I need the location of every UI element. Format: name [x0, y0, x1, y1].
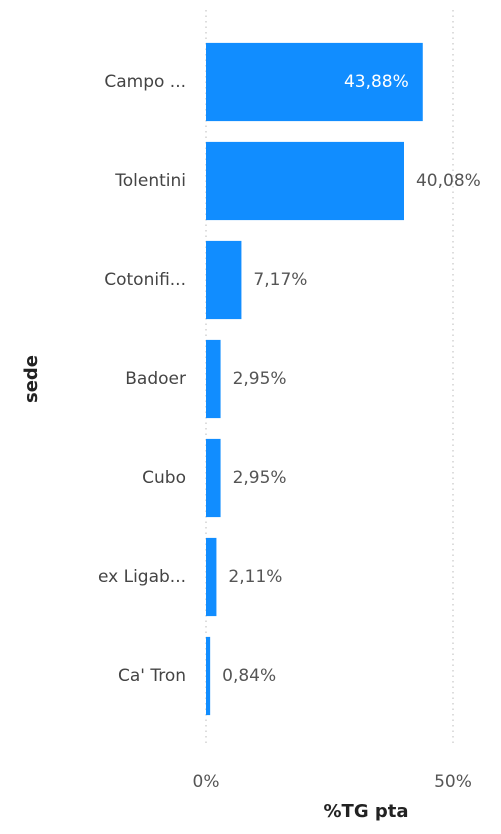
x-tick-label: 0% — [193, 772, 220, 792]
y-tick-label: ex Ligab... — [98, 567, 186, 587]
bar — [206, 141, 404, 221]
bar — [206, 636, 211, 716]
data-label: 2,95% — [233, 369, 287, 389]
y-tick-label: Tolentini — [114, 171, 186, 191]
bar — [206, 339, 221, 419]
y-tick-label: Ca' Tron — [118, 666, 186, 686]
x-axis-title: %TG pta — [324, 801, 409, 822]
y-tick-label: Badoer — [125, 369, 186, 389]
data-label: 43,88% — [344, 72, 409, 92]
bar — [206, 42, 423, 122]
bar — [206, 240, 242, 320]
bar — [206, 537, 217, 617]
data-label: 2,11% — [228, 567, 282, 587]
data-label: 40,08% — [416, 171, 481, 191]
x-tick-label: 50% — [434, 772, 472, 792]
y-axis-title: sede — [21, 355, 42, 403]
data-label: 7,17% — [253, 270, 307, 290]
data-label: 0,84% — [222, 666, 276, 686]
y-tick-label: Campo ... — [104, 72, 186, 92]
y-tick-label: Cubo — [142, 468, 186, 488]
y-tick-label: Cotonifi... — [104, 270, 186, 290]
data-label: 2,95% — [233, 468, 287, 488]
bar — [206, 438, 221, 518]
